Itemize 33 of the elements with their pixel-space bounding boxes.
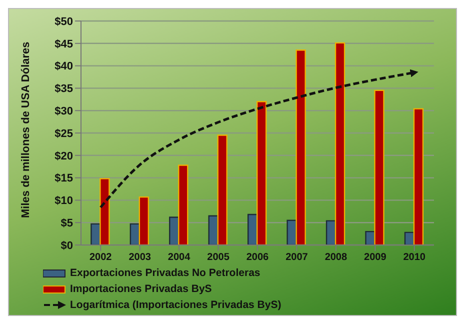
x-tick-label: 2008 [324, 252, 348, 264]
y-tick-label: $45 [54, 38, 73, 50]
y-tick-label: $10 [54, 195, 73, 208]
bar [296, 50, 306, 245]
x-tick-label: 2005 [207, 252, 230, 264]
legend-label: Exportaciones Privadas No Petroleras [70, 267, 260, 279]
y-tick-label: $5 [60, 218, 73, 230]
bar [334, 42, 346, 245]
y-tick-label: $25 [54, 128, 73, 140]
y-tick-label: $35 [54, 83, 73, 96]
bar [178, 164, 188, 245]
y-tick-label: $0 [60, 240, 73, 252]
x-tick-label: 2002 [89, 252, 112, 264]
bar [100, 178, 110, 245]
y-tick-label: $20 [54, 150, 73, 162]
y-tick-label: $40 [54, 60, 73, 73]
x-tick-label: 2010 [403, 252, 426, 264]
y-tick-label: $15 [54, 172, 73, 185]
legend-label: Importaciones Privadas ByS [70, 283, 212, 295]
bar [256, 101, 267, 245]
bar [138, 196, 150, 245]
x-tick-label: 2004 [168, 252, 191, 264]
bar [217, 134, 228, 245]
x-tick-label: 2003 [128, 252, 152, 264]
x-tick-label: 2009 [364, 252, 387, 264]
legend-label: Logarítmica (Importaciones Privadas ByS) [70, 299, 282, 311]
x-tick-label: 2007 [286, 252, 308, 264]
x-tick-label: 2006 [246, 252, 270, 264]
y-axis-title: Miles de millones de USA Dólares [20, 42, 32, 218]
bar [413, 108, 424, 245]
bar [374, 90, 384, 245]
y-tick-label: $30 [54, 106, 73, 118]
y-tick-label: $50 [54, 16, 73, 28]
